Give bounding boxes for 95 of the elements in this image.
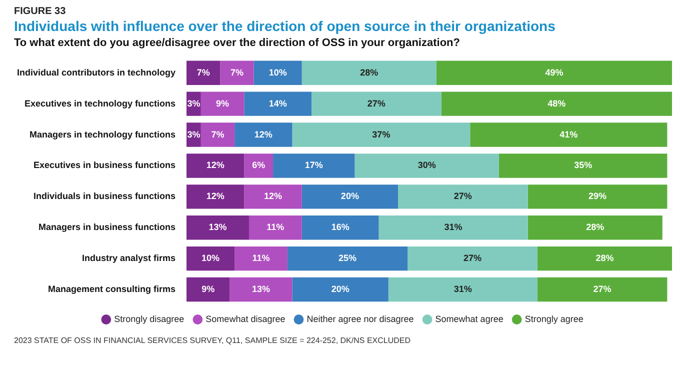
y-tick-label: Executives in business functions bbox=[33, 160, 176, 170]
data-label: 9% bbox=[216, 98, 230, 108]
data-label: 9% bbox=[202, 284, 215, 294]
data-label: 20% bbox=[331, 284, 350, 294]
bar bbox=[436, 60, 672, 85]
bar bbox=[248, 216, 302, 240]
data-label: 41% bbox=[560, 129, 578, 140]
bar bbox=[302, 216, 379, 240]
bar bbox=[388, 277, 538, 302]
bar bbox=[354, 154, 499, 178]
data-label: 48% bbox=[548, 98, 566, 108]
bar bbox=[186, 216, 249, 240]
data-label: 27% bbox=[367, 98, 386, 108]
data-label: 17% bbox=[304, 160, 323, 170]
data-label: 14% bbox=[268, 98, 287, 108]
bar bbox=[287, 246, 408, 271]
data-label: 12% bbox=[206, 191, 224, 202]
data-label: 10% bbox=[202, 253, 220, 264]
bar bbox=[186, 184, 244, 209]
bar bbox=[220, 60, 254, 85]
bar bbox=[292, 122, 470, 147]
data-label: 6% bbox=[252, 160, 266, 170]
chart-title: Individuals with influence over the direction of open source in their organizations bbox=[14, 18, 556, 34]
bar bbox=[441, 92, 672, 116]
data-label: 27% bbox=[454, 191, 472, 202]
bar bbox=[254, 60, 302, 85]
legend-label: Strongly disagree bbox=[114, 314, 184, 324]
legend-label: Neither agree nor disagree bbox=[306, 314, 414, 324]
data-label: 13% bbox=[208, 222, 227, 232]
chart-subtitle: To what extent do you agree/disagree over the direction of OSS in your organization? bbox=[14, 37, 461, 49]
bar bbox=[273, 154, 355, 178]
data-label: 35% bbox=[574, 160, 592, 170]
data-label: 3% bbox=[187, 98, 200, 108]
data-label: 12% bbox=[264, 191, 282, 202]
data-label: 13% bbox=[252, 284, 270, 294]
bar bbox=[378, 216, 528, 240]
bar bbox=[302, 184, 398, 209]
bar bbox=[186, 60, 220, 85]
y-tick-label: Individuals in business functions bbox=[33, 191, 176, 202]
bar bbox=[234, 246, 288, 271]
data-label: 7% bbox=[196, 67, 210, 78]
data-label: 12% bbox=[254, 129, 272, 140]
y-tick-label: Managers in technology functions bbox=[29, 129, 176, 140]
data-label: 11% bbox=[266, 222, 284, 232]
caption: FIGURE 33 bbox=[14, 6, 67, 17]
data-label: 28% bbox=[596, 253, 614, 264]
bar bbox=[408, 246, 538, 271]
bar bbox=[292, 277, 388, 302]
data-label: 16% bbox=[331, 222, 350, 232]
data-label: 49% bbox=[545, 67, 564, 78]
bar bbox=[398, 184, 528, 209]
data-label: 3% bbox=[187, 129, 200, 140]
data-label: 25% bbox=[338, 253, 357, 264]
bar bbox=[537, 277, 668, 302]
bar bbox=[470, 122, 668, 147]
bar bbox=[244, 92, 312, 116]
y-tick-label: Individual contributors in technology bbox=[16, 67, 176, 78]
legend-label: Strongly agree bbox=[524, 314, 584, 324]
legend-label: Somewhat disagree bbox=[206, 314, 286, 324]
bar bbox=[498, 154, 668, 178]
data-label: 28% bbox=[586, 222, 604, 232]
data-label: 20% bbox=[340, 191, 359, 202]
data-label: 31% bbox=[444, 222, 462, 232]
bar bbox=[200, 92, 244, 116]
data-label: 37% bbox=[372, 129, 390, 140]
data-label: 30% bbox=[418, 160, 436, 170]
bar bbox=[230, 277, 292, 302]
bar bbox=[186, 154, 244, 178]
bar bbox=[528, 216, 662, 240]
data-label: 10% bbox=[268, 67, 287, 78]
data-label: 12% bbox=[206, 160, 224, 170]
y-tick-label: Executives in technology functions bbox=[24, 98, 176, 108]
bar bbox=[302, 60, 436, 85]
bar bbox=[200, 122, 235, 147]
data-label: 27% bbox=[464, 253, 482, 264]
data-label: 31% bbox=[454, 284, 472, 294]
bar bbox=[234, 122, 292, 147]
bar bbox=[537, 246, 672, 271]
data-label: 28% bbox=[360, 67, 378, 78]
bar bbox=[186, 277, 230, 302]
data-label: 29% bbox=[588, 191, 606, 202]
bar bbox=[186, 246, 235, 271]
y-tick-label: Management consulting firms bbox=[48, 284, 176, 294]
data-label: 7% bbox=[211, 129, 224, 140]
legend-label: Somewhat agree bbox=[435, 314, 504, 324]
bar bbox=[244, 184, 302, 209]
data-label: 11% bbox=[252, 253, 270, 264]
data-label: 7% bbox=[230, 67, 244, 78]
y-tick-label: Managers in business functions bbox=[38, 222, 176, 232]
bar bbox=[311, 92, 442, 116]
text: 2023 STATE OF OSS IN FINANCIAL SERVICES SURVEY, Q11, SAMPLE SIZE = 224-252, DK/NS EXCLUDED bbox=[14, 336, 412, 345]
data-label: 27% bbox=[593, 284, 612, 294]
y-tick-label: Industry analyst firms bbox=[82, 253, 176, 264]
bar bbox=[528, 184, 668, 209]
bar bbox=[244, 154, 274, 178]
